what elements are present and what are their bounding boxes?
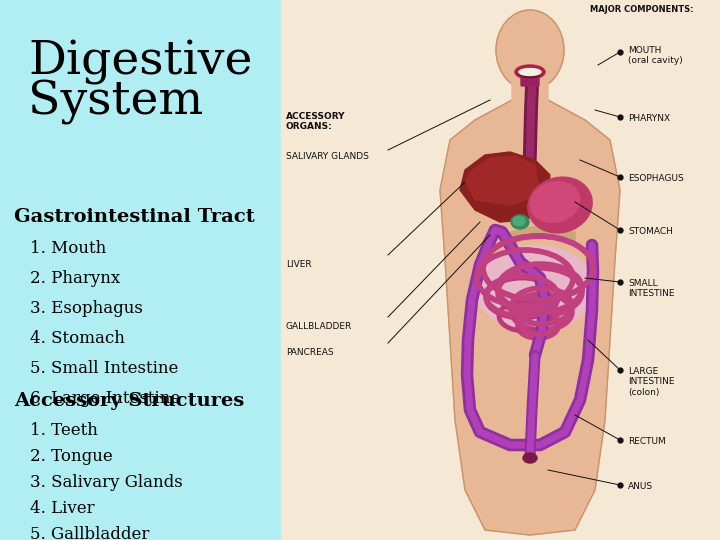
Ellipse shape — [523, 453, 537, 463]
Text: MAJOR COMPONENTS:: MAJOR COMPONENTS: — [590, 5, 693, 14]
Text: 1. Mouth: 1. Mouth — [30, 240, 107, 257]
Polygon shape — [440, 100, 620, 535]
Text: RECTUM: RECTUM — [628, 437, 666, 446]
Text: 3. Esophagus: 3. Esophagus — [30, 300, 143, 317]
Ellipse shape — [519, 69, 541, 78]
FancyBboxPatch shape — [512, 58, 548, 102]
Text: 2. Tongue: 2. Tongue — [30, 448, 113, 465]
Ellipse shape — [528, 177, 592, 233]
Ellipse shape — [513, 217, 525, 226]
Ellipse shape — [519, 69, 541, 76]
Text: ACCESSORY
ORGANS:: ACCESSORY ORGANS: — [286, 112, 346, 131]
Text: SALIVARY GLANDS: SALIVARY GLANDS — [286, 152, 369, 161]
Text: ANUS: ANUS — [628, 482, 653, 491]
Text: LARGE
INTESTINE
(colon): LARGE INTESTINE (colon) — [628, 367, 675, 397]
Text: ESOPHAGUS: ESOPHAGUS — [628, 174, 684, 183]
FancyBboxPatch shape — [521, 68, 539, 86]
Text: 6. Large Intestine: 6. Large Intestine — [30, 390, 180, 407]
Text: 4. Liver: 4. Liver — [30, 500, 94, 517]
Text: 3. Salivary Glands: 3. Salivary Glands — [30, 474, 183, 491]
Text: MOUTH
(oral cavity): MOUTH (oral cavity) — [628, 46, 683, 65]
Text: STOMACH: STOMACH — [628, 227, 673, 236]
Text: PANCREAS: PANCREAS — [286, 348, 333, 357]
Text: 5. Small Intestine: 5. Small Intestine — [30, 360, 179, 377]
Ellipse shape — [511, 215, 529, 229]
Ellipse shape — [475, 246, 595, 330]
Text: GALLBLADDER: GALLBLADDER — [286, 322, 352, 331]
Polygon shape — [460, 152, 550, 222]
Text: Digestive: Digestive — [28, 40, 253, 85]
Ellipse shape — [531, 181, 580, 222]
Text: System: System — [28, 80, 203, 125]
Text: 1. Teeth: 1. Teeth — [30, 422, 98, 439]
Text: 5. Gallbladder: 5. Gallbladder — [30, 526, 149, 540]
Text: SMALL
INTESTINE: SMALL INTESTINE — [628, 279, 675, 299]
Text: Accessory Structures: Accessory Structures — [14, 392, 244, 410]
Ellipse shape — [496, 10, 564, 90]
Text: 2. Pharynx: 2. Pharynx — [30, 270, 120, 287]
Text: 4. Stomach: 4. Stomach — [30, 330, 125, 347]
Text: LIVER: LIVER — [286, 260, 312, 269]
Text: PHARYNX: PHARYNX — [628, 114, 670, 123]
Bar — [281, 0, 720, 540]
Polygon shape — [505, 225, 575, 245]
Polygon shape — [465, 156, 540, 205]
Ellipse shape — [515, 65, 545, 79]
Text: Gastrointestinal Tract: Gastrointestinal Tract — [14, 208, 255, 226]
